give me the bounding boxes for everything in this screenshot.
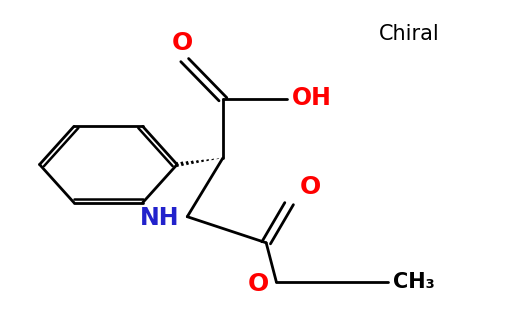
Text: Chiral: Chiral <box>378 24 439 44</box>
Text: O: O <box>300 175 321 199</box>
Text: O: O <box>172 31 193 55</box>
Text: OH: OH <box>292 86 332 110</box>
Text: O: O <box>247 271 269 295</box>
Text: CH₃: CH₃ <box>394 272 435 292</box>
Text: NH: NH <box>140 206 180 230</box>
